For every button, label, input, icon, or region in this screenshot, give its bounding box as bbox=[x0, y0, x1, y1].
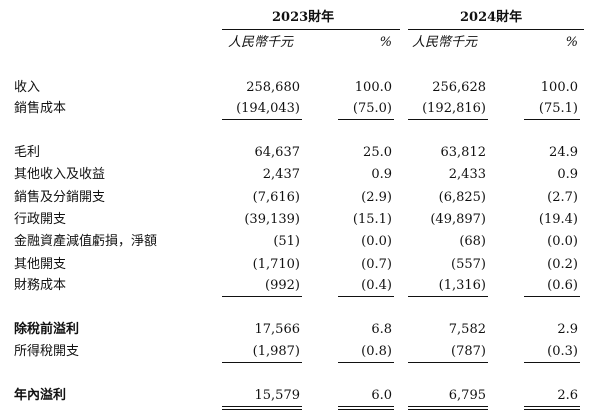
row-value-2023: (1,987) bbox=[252, 344, 300, 359]
row-value-2024: 7,582 bbox=[448, 322, 486, 337]
row-value-2024: (6,825) bbox=[438, 190, 486, 205]
row-pct-2023: (75.0) bbox=[352, 101, 392, 116]
subtotal-rule bbox=[524, 296, 580, 297]
subtotal-rule bbox=[222, 362, 302, 363]
subtotal-rule bbox=[524, 119, 580, 120]
row-label: 毛利 bbox=[14, 145, 41, 160]
row-pct-2023: 25.0 bbox=[363, 145, 392, 160]
row-label: 金融資產減值虧損，淨額 bbox=[14, 234, 158, 249]
row-pct-2024: 0.9 bbox=[557, 167, 578, 182]
pct-header-2023: % bbox=[379, 35, 392, 50]
row-pct-2024: (0.2) bbox=[547, 257, 578, 272]
row-label: 財務成本 bbox=[14, 278, 67, 293]
row-label: 其他開支 bbox=[14, 257, 67, 272]
total-double-rule bbox=[524, 406, 580, 410]
subtotal-rule bbox=[338, 362, 394, 363]
row-value-2024: 2,433 bbox=[448, 167, 486, 182]
total-double-rule bbox=[408, 406, 488, 410]
row-value-2024: 256,628 bbox=[432, 80, 486, 95]
subtotal-rule bbox=[338, 119, 394, 120]
row-value-2023: 64,637 bbox=[254, 145, 301, 160]
header-rule-2024 bbox=[408, 29, 584, 30]
row-value-2024: (787) bbox=[451, 344, 486, 359]
row-pct-2024: 100.0 bbox=[540, 80, 578, 95]
subtotal-rule bbox=[408, 296, 488, 297]
row-value-2023: (7,616) bbox=[252, 190, 300, 205]
row-value-2023: 258,680 bbox=[246, 80, 300, 95]
row-value-2023: (992) bbox=[265, 278, 300, 293]
year-2024-header: 2024財年 bbox=[460, 10, 523, 25]
unit-header-2023: 人民幣千元 bbox=[228, 35, 294, 50]
row-value-2023: (51) bbox=[273, 234, 300, 249]
subtotal-rule bbox=[222, 119, 302, 120]
total-double-rule bbox=[338, 406, 394, 410]
row-label: 除稅前溢利 bbox=[14, 322, 80, 337]
row-value-2024: (49,897) bbox=[430, 212, 486, 227]
row-pct-2024: (0.3) bbox=[547, 344, 578, 359]
row-value-2023: 2,437 bbox=[262, 167, 300, 182]
row-label: 收入 bbox=[14, 80, 41, 95]
row-value-2024: (1,316) bbox=[438, 278, 486, 293]
row-pct-2024: (0.6) bbox=[547, 278, 578, 293]
row-pct-2023: 100.0 bbox=[354, 80, 392, 95]
row-value-2023: (1,710) bbox=[252, 257, 300, 272]
row-value-2024: (557) bbox=[451, 257, 486, 272]
row-value-2023: 15,579 bbox=[254, 388, 301, 403]
row-pct-2024: (2.7) bbox=[547, 190, 578, 205]
row-label: 年內溢利 bbox=[14, 388, 67, 403]
subtotal-rule bbox=[222, 296, 302, 297]
row-label: 所得稅開支 bbox=[14, 344, 80, 359]
row-value-2023: (194,043) bbox=[236, 101, 300, 116]
row-pct-2023: 6.8 bbox=[371, 322, 392, 337]
row-pct-2024: 2.9 bbox=[557, 322, 578, 337]
row-pct-2023: 6.0 bbox=[371, 388, 392, 403]
subtotal-rule bbox=[408, 119, 488, 120]
subtotal-rule bbox=[338, 296, 394, 297]
row-value-2024: (68) bbox=[459, 234, 486, 249]
unit-header-2024: 人民幣千元 bbox=[412, 35, 478, 50]
row-value-2023: (39,139) bbox=[244, 212, 300, 227]
row-label: 銷售及分銷開支 bbox=[14, 190, 106, 205]
subtotal-rule bbox=[408, 362, 488, 363]
year-2023-header: 2023財年 bbox=[272, 10, 335, 25]
row-pct-2024: 2.6 bbox=[557, 388, 578, 403]
header-rule-2023 bbox=[222, 29, 400, 30]
row-label: 其他收入及收益 bbox=[14, 167, 106, 182]
row-pct-2023: (2.9) bbox=[361, 190, 392, 205]
row-pct-2024: 24.9 bbox=[549, 145, 578, 160]
row-pct-2023: (0.0) bbox=[361, 234, 392, 249]
row-label: 銷售成本 bbox=[14, 101, 67, 116]
row-value-2024: 6,795 bbox=[448, 388, 486, 403]
row-label: 行政開支 bbox=[14, 212, 67, 227]
row-pct-2023: (0.4) bbox=[361, 278, 392, 293]
row-pct-2023: (15.1) bbox=[352, 212, 392, 227]
row-pct-2023: 0.9 bbox=[371, 167, 392, 182]
row-value-2024: (192,816) bbox=[422, 101, 486, 116]
row-pct-2024: (0.0) bbox=[547, 234, 578, 249]
row-pct-2024: (75.1) bbox=[538, 101, 578, 116]
row-value-2023: 17,566 bbox=[254, 322, 301, 337]
pct-header-2024: % bbox=[565, 35, 578, 50]
row-pct-2023: (0.7) bbox=[361, 257, 392, 272]
row-pct-2023: (0.8) bbox=[361, 344, 392, 359]
subtotal-rule bbox=[524, 362, 580, 363]
row-pct-2024: (19.4) bbox=[538, 212, 578, 227]
row-value-2024: 63,812 bbox=[440, 145, 487, 160]
total-double-rule bbox=[222, 406, 302, 410]
